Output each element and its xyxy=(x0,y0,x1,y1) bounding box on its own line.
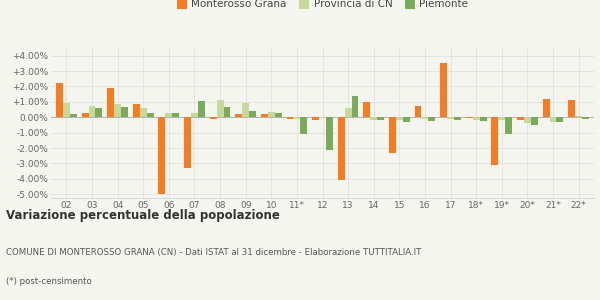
Bar xyxy=(447,117,454,119)
Bar xyxy=(56,82,63,117)
Bar xyxy=(158,117,166,194)
Bar xyxy=(377,117,384,120)
Bar xyxy=(466,117,473,118)
Bar xyxy=(95,108,103,117)
Bar xyxy=(63,103,70,117)
Bar xyxy=(531,117,538,125)
Bar xyxy=(191,112,198,117)
Bar xyxy=(224,107,230,117)
Bar xyxy=(235,114,242,117)
Legend: Monterosso Grana, Provincia di CN, Piemonte: Monterosso Grana, Provincia di CN, Piemo… xyxy=(176,0,469,9)
Bar xyxy=(82,112,89,117)
Bar xyxy=(301,117,307,134)
Bar xyxy=(217,100,224,117)
Bar xyxy=(344,108,352,117)
Bar xyxy=(312,117,319,119)
Bar xyxy=(287,117,293,119)
Bar xyxy=(575,116,582,117)
Text: COMUNE DI MONTEROSSO GRANA (CN) - Dati ISTAT al 31 dicembre - Elaborazione TUTTI: COMUNE DI MONTEROSSO GRANA (CN) - Dati I… xyxy=(6,248,421,256)
Bar xyxy=(268,112,275,117)
Bar xyxy=(479,117,487,121)
Bar xyxy=(364,102,370,117)
Bar xyxy=(261,114,268,117)
Bar xyxy=(428,117,436,121)
Bar xyxy=(421,117,428,119)
Bar xyxy=(209,117,217,119)
Bar xyxy=(542,99,550,117)
Bar xyxy=(582,117,589,119)
Bar xyxy=(352,96,358,117)
Bar xyxy=(505,117,512,134)
Bar xyxy=(415,106,421,117)
Bar xyxy=(556,117,563,122)
Bar xyxy=(517,117,524,120)
Bar xyxy=(454,117,461,120)
Bar xyxy=(114,104,121,117)
Bar xyxy=(403,117,410,122)
Text: Variazione percentuale della popolazione: Variazione percentuale della popolazione xyxy=(6,208,280,221)
Bar xyxy=(89,106,95,117)
Bar xyxy=(275,113,281,117)
Bar xyxy=(524,117,531,123)
Bar xyxy=(249,111,256,117)
Bar xyxy=(133,104,140,117)
Bar xyxy=(499,117,505,120)
Text: (*) post-censimento: (*) post-censimento xyxy=(6,278,92,286)
Bar xyxy=(326,117,333,149)
Bar xyxy=(370,117,377,119)
Bar xyxy=(184,117,191,168)
Bar xyxy=(389,117,396,153)
Bar xyxy=(440,63,447,117)
Bar xyxy=(172,113,179,117)
Bar xyxy=(550,117,556,122)
Bar xyxy=(121,107,128,117)
Bar xyxy=(70,114,77,117)
Bar xyxy=(473,117,479,119)
Bar xyxy=(491,117,499,165)
Bar xyxy=(166,113,172,117)
Bar xyxy=(140,108,146,117)
Bar xyxy=(107,88,114,117)
Bar xyxy=(146,112,154,117)
Bar xyxy=(293,117,301,119)
Bar xyxy=(319,117,326,118)
Bar xyxy=(396,117,403,119)
Bar xyxy=(242,103,249,117)
Bar xyxy=(568,100,575,117)
Bar xyxy=(338,117,344,180)
Bar xyxy=(198,101,205,117)
